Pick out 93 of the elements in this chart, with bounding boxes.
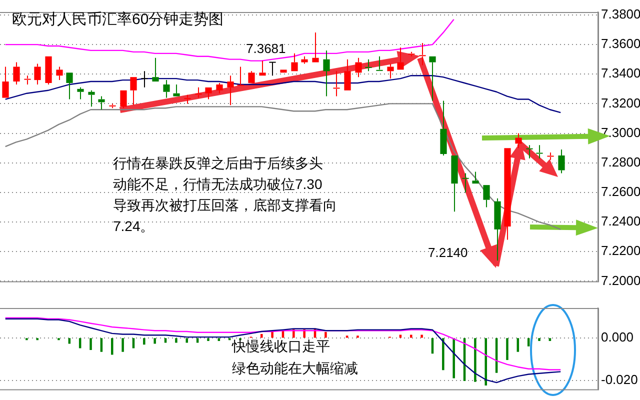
bar <box>175 338 178 343</box>
candlestick <box>418 42 426 66</box>
candlestick <box>301 56 308 64</box>
candlestick <box>408 51 416 57</box>
y-tick-label: 7.3600 <box>601 36 640 52</box>
bar <box>207 338 210 342</box>
candlestick <box>216 82 223 94</box>
candlestick <box>56 66 63 81</box>
chart-title: 欧元对人民币汇率60分钟走势图 <box>12 11 224 28</box>
candlestick <box>152 57 159 82</box>
bar <box>420 334 423 338</box>
candlestick <box>376 56 384 71</box>
candlestick <box>332 70 340 97</box>
candlestick <box>24 75 32 85</box>
bar <box>186 338 188 343</box>
candlestick <box>66 72 73 100</box>
bar <box>527 338 530 346</box>
candlestick <box>205 87 212 100</box>
candlestick <box>483 185 490 208</box>
y-tick-label: 7.2400 <box>601 214 640 229</box>
y-tick-label: 7.2600 <box>601 184 640 200</box>
bar <box>474 338 476 382</box>
bar <box>506 338 508 360</box>
candlestick <box>462 172 470 193</box>
y-tick-label: 7.3800 <box>601 6 640 22</box>
candlestick <box>312 32 319 62</box>
candlestick <box>472 171 479 184</box>
bar <box>110 338 114 355</box>
candlestick <box>184 94 192 104</box>
candlestick <box>387 63 394 80</box>
candlestick <box>173 84 180 96</box>
candlestick <box>13 62 20 85</box>
candlestick <box>194 86 202 98</box>
candlestick <box>108 103 116 109</box>
bar <box>90 338 92 350</box>
candlestick <box>98 96 105 110</box>
candlestick <box>77 86 84 100</box>
candlestick <box>268 62 276 76</box>
bar <box>484 338 488 386</box>
candlestick <box>88 90 95 108</box>
candlestick <box>227 75 234 106</box>
candlestick <box>515 132 522 149</box>
y-tick-label: 7.2000 <box>601 272 640 288</box>
bar <box>452 338 455 378</box>
candlestick <box>440 100 447 156</box>
bar <box>260 334 263 338</box>
bar <box>154 338 156 344</box>
y-tick-label: -0.020 <box>601 372 638 388</box>
bar <box>122 338 124 352</box>
candlestick <box>2 66 9 98</box>
candlestick <box>34 63 41 85</box>
candlestick <box>163 80 170 98</box>
bar <box>410 334 412 338</box>
candlestick <box>364 58 372 72</box>
candlestick <box>558 149 565 174</box>
annotation: 7.3681 <box>246 41 286 56</box>
candlestick <box>526 144 534 159</box>
candlestick <box>494 198 501 261</box>
bar <box>100 338 103 352</box>
candlestick <box>323 50 330 97</box>
candlestick <box>397 47 404 70</box>
candlestick <box>140 70 148 88</box>
candlestick <box>546 152 554 160</box>
bar <box>143 338 146 345</box>
candlestick <box>451 155 458 212</box>
candlestick <box>536 144 544 159</box>
annotation: 行情在暴跌反弹之后由于后续多头动能不足，行情无法成功破位7.30导致再次被打压回落，底部支撑看向7.24。 <box>113 155 337 234</box>
bar <box>324 332 327 338</box>
candlestick <box>429 56 436 102</box>
candlestick <box>236 66 244 86</box>
bar <box>538 338 540 342</box>
y-tick-label: 7.3400 <box>601 66 640 81</box>
candlestick <box>130 77 137 106</box>
candlestick <box>344 58 351 90</box>
candlestick <box>45 56 52 85</box>
bar <box>442 338 444 370</box>
candlestick <box>120 90 127 109</box>
candlestick <box>504 148 511 240</box>
y-tick-label: 7.3200 <box>601 95 640 110</box>
bar <box>78 338 82 348</box>
annotation: 快慢线收口走平绿色动能在大幅缩减 <box>231 338 358 376</box>
y-tick-label: 7.3000 <box>601 124 640 140</box>
y-tick-label: 7.2200 <box>601 243 640 258</box>
annotation: 7.2140 <box>428 245 468 260</box>
candlestick <box>291 52 298 72</box>
y-tick-label: 0.000 <box>601 329 634 344</box>
bar <box>516 338 520 352</box>
bar <box>68 338 71 344</box>
candlestick <box>355 57 362 78</box>
candlestick <box>248 70 255 83</box>
bar <box>132 338 135 348</box>
y-tick-label: 7.2800 <box>601 154 640 170</box>
candlestick <box>259 60 266 76</box>
